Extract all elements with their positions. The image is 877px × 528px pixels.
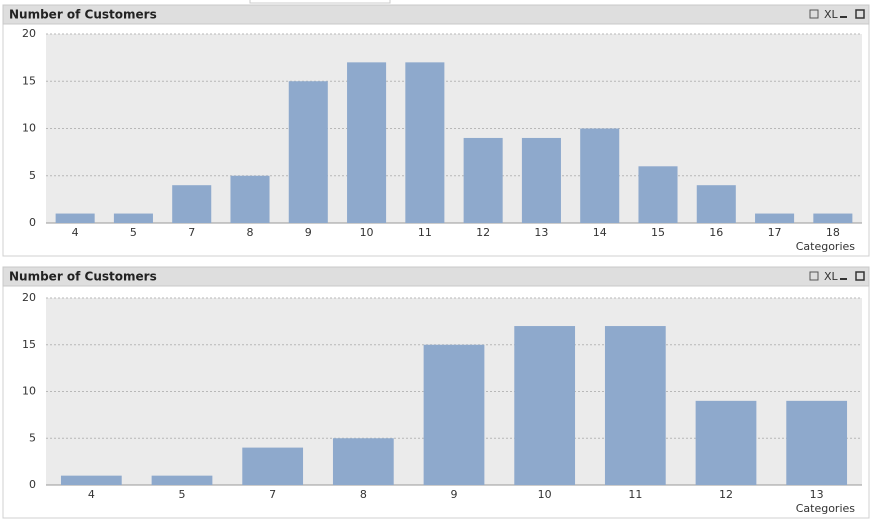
x-tick-label: 11 — [628, 488, 642, 501]
x-tick-label: 10 — [360, 226, 374, 239]
x-tick-label: 13 — [810, 488, 824, 501]
chart-title: Number of Customers — [9, 8, 157, 22]
y-tick-label: 0 — [29, 216, 36, 229]
bar — [55, 213, 95, 223]
x-tick-label: 12 — [476, 226, 490, 239]
x-tick-label: 8 — [360, 488, 367, 501]
bar — [423, 344, 485, 485]
print-icon[interactable] — [809, 271, 819, 281]
y-tick-label: 15 — [22, 74, 36, 87]
x-tick-label: 18 — [826, 226, 840, 239]
bar — [288, 81, 328, 223]
bar — [60, 475, 122, 485]
y-tick-label: 15 — [22, 338, 36, 351]
x-tick-label: 17 — [768, 226, 782, 239]
x-tick-label: 5 — [179, 488, 186, 501]
input-box — [249, 0, 391, 4]
x-tick-label: 11 — [418, 226, 432, 239]
x-tick-label: 12 — [719, 488, 733, 501]
bar — [230, 175, 270, 223]
xl-button[interactable]: XL — [824, 8, 839, 21]
x-tick-label: 13 — [534, 226, 548, 239]
x-tick-label: 7 — [269, 488, 276, 501]
bar — [521, 137, 561, 223]
x-tick-label: 10 — [538, 488, 552, 501]
bar — [755, 213, 795, 223]
x-tick-label: 5 — [130, 226, 137, 239]
bar — [813, 213, 853, 223]
bar — [463, 137, 503, 223]
chart-title: Number of Customers — [9, 270, 157, 284]
bar — [113, 213, 153, 223]
bar — [514, 326, 576, 485]
x-tick-label: 4 — [88, 488, 95, 501]
bar — [332, 438, 394, 485]
y-tick-label: 20 — [22, 291, 36, 304]
title-bar — [2, 4, 870, 25]
bar — [638, 166, 678, 223]
bar — [580, 128, 620, 223]
y-tick-label: 5 — [29, 169, 36, 182]
bar — [786, 400, 848, 485]
y-tick-label: 0 — [29, 478, 36, 491]
x-tick-label: 8 — [247, 226, 254, 239]
bar — [347, 62, 387, 223]
print-icon[interactable] — [809, 9, 819, 19]
bar — [604, 326, 666, 485]
x-tick-label: 4 — [72, 226, 79, 239]
maximize-button[interactable] — [855, 9, 865, 19]
bar — [696, 185, 736, 223]
bar — [695, 400, 757, 485]
x-tick-label: 16 — [709, 226, 723, 239]
x-tick-label: 14 — [593, 226, 607, 239]
bar — [151, 475, 213, 485]
minimize-button[interactable] — [840, 16, 847, 18]
y-tick-label: 10 — [22, 385, 36, 398]
x-axis-label: Categories — [796, 240, 856, 253]
bar — [405, 62, 445, 223]
y-tick-label: 10 — [22, 122, 36, 135]
x-tick-label: 9 — [305, 226, 312, 239]
x-tick-label: 9 — [451, 488, 458, 501]
bar — [172, 185, 212, 223]
maximize-button[interactable] — [855, 271, 865, 281]
x-tick-label: 7 — [188, 226, 195, 239]
bar — [242, 447, 304, 485]
y-tick-label: 5 — [29, 431, 36, 444]
xl-button[interactable]: XL — [824, 270, 839, 283]
x-tick-label: 15 — [651, 226, 665, 239]
y-tick-label: 20 — [22, 27, 36, 40]
minimize-button[interactable] — [840, 278, 847, 280]
title-bar — [2, 266, 870, 287]
x-axis-label: Categories — [796, 502, 856, 515]
